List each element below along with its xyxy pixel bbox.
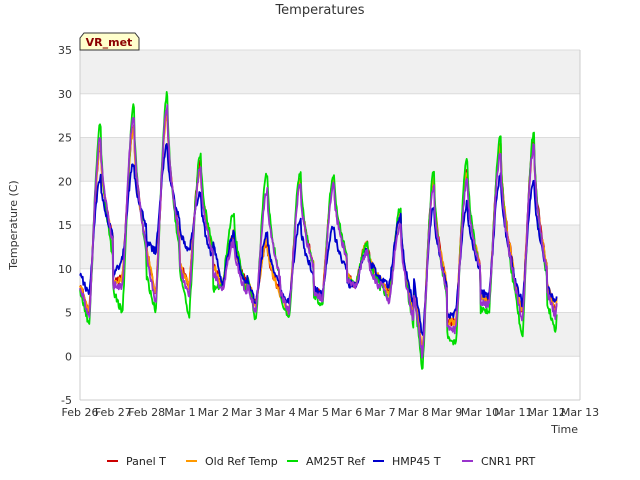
y-tick-label-5: 5 bbox=[65, 307, 72, 320]
legend-label-am25t-ref: AM25T Ref bbox=[306, 455, 366, 468]
legend-item-panel-t: Panel T bbox=[107, 455, 166, 468]
badge-label: VR_met bbox=[86, 36, 133, 49]
legend-label-old-ref-temp: Old Ref Temp bbox=[205, 455, 278, 468]
x-tick-label-mar-5: Mar 5 bbox=[298, 406, 329, 419]
station-badge: VR_met bbox=[79, 32, 140, 51]
y-tick-labels: -5 0 5 10 15 20 25 30 35 bbox=[58, 44, 72, 407]
x-tick-label-mar-6: Mar 6 bbox=[331, 406, 362, 419]
legend-label-cnr1-prt: CNR1 PRT bbox=[481, 455, 536, 468]
legend-item-hmp45-t: HMP45 T bbox=[373, 455, 441, 468]
legend-label-panel-t: Panel T bbox=[126, 455, 166, 468]
x-tick-label-feb-28: Feb 28 bbox=[128, 406, 165, 419]
series-lines bbox=[79, 91, 558, 370]
x-tick-label-mar-1: Mar 1 bbox=[164, 406, 195, 419]
legend-item-cnr1-prt: CNR1 PRT bbox=[462, 455, 536, 468]
y-tick-label--5: -5 bbox=[61, 394, 72, 407]
y-tick-label-25: 25 bbox=[58, 132, 72, 145]
band-20-25 bbox=[80, 137, 580, 182]
legend: Panel T Old Ref Temp AM25T Ref HMP45 T CNR1 … bbox=[107, 455, 536, 468]
band-0-5 bbox=[80, 312, 580, 357]
x-tick-label-mar-9: Mar 9 bbox=[431, 406, 462, 419]
y-tick-label-0: 0 bbox=[65, 350, 72, 363]
x-tick-label-mar-10: Mar 10 bbox=[461, 406, 499, 419]
x-tick-label-mar-11: Mar 11 bbox=[494, 406, 532, 419]
chart-title: Temperatures bbox=[274, 3, 364, 18]
x-axis-label: Time bbox=[550, 423, 578, 436]
x-tick-label-feb-27: Feb 27 bbox=[95, 406, 132, 419]
legend-item-am25t-ref: AM25T Ref bbox=[287, 455, 366, 468]
x-tick-label-mar-13: Mar 13 bbox=[561, 406, 599, 419]
x-tick-label-feb-26: Feb 26 bbox=[62, 406, 99, 419]
x-tick-label-mar-7: Mar 7 bbox=[364, 406, 395, 419]
x-tick-label-mar-4: Mar 4 bbox=[264, 406, 295, 419]
band-30-35 bbox=[80, 50, 580, 94]
x-tick-label-mar-3: Mar 3 bbox=[231, 406, 262, 419]
y-tick-label-15: 15 bbox=[58, 219, 72, 232]
y-tick-label-10: 10 bbox=[58, 263, 72, 276]
x-tick-label-mar-2: Mar 2 bbox=[198, 406, 229, 419]
badge-shape bbox=[79, 32, 140, 51]
axes bbox=[79, 50, 581, 401]
x-tick-label-mar-8: Mar 8 bbox=[398, 406, 429, 419]
y-tick-label-35: 35 bbox=[58, 44, 72, 57]
legend-item-old-ref-temp: Old Ref Temp bbox=[186, 455, 278, 468]
y-tick-label-20: 20 bbox=[58, 175, 72, 188]
series-line-cnr1-prt bbox=[79, 104, 558, 359]
y-tick-label-30: 30 bbox=[58, 88, 72, 101]
x-tick-label-mar-12: Mar 12 bbox=[528, 406, 566, 419]
legend-label-hmp45-t: HMP45 T bbox=[392, 455, 441, 468]
y-axis-label: Temperature (C) bbox=[7, 180, 20, 270]
